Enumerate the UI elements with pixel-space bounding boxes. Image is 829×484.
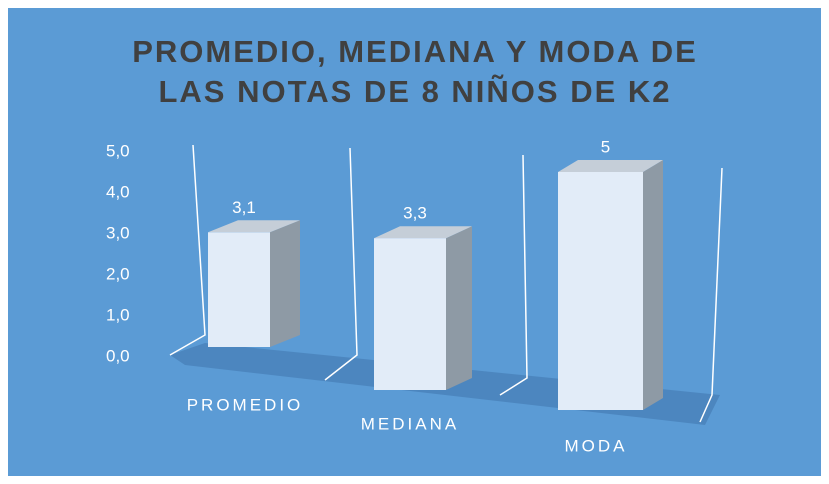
bar [558, 172, 643, 410]
bar-top [558, 160, 663, 172]
bar-side [446, 226, 472, 390]
y-tick-label: 4,0 [106, 182, 130, 201]
chart-title: PROMEDIO, MEDIANA Y MODA DE LAS NOTAS DE… [132, 34, 698, 109]
y-tick-label: 1,0 [106, 305, 130, 324]
x-tick-label: MEDIANA [361, 414, 459, 433]
data-label: 3,3 [403, 204, 427, 223]
data-label: 3,1 [232, 198, 256, 217]
x-tick-label: PROMEDIO [187, 395, 304, 414]
y-tick-label: 2,0 [106, 264, 130, 283]
x-tick-label: MODA [565, 436, 628, 455]
bar-top [208, 220, 300, 233]
wall-lines [169, 144, 723, 423]
bar-side [643, 160, 663, 410]
bar-side [270, 220, 300, 347]
y-tick-label: 5,0 [106, 141, 130, 160]
bar [374, 238, 446, 390]
y-tick-label: 3,0 [106, 223, 130, 242]
data-label: 5 [601, 137, 610, 156]
bar [208, 232, 270, 347]
y-tick-label: 0,0 [106, 346, 130, 365]
bar-top [374, 226, 472, 239]
